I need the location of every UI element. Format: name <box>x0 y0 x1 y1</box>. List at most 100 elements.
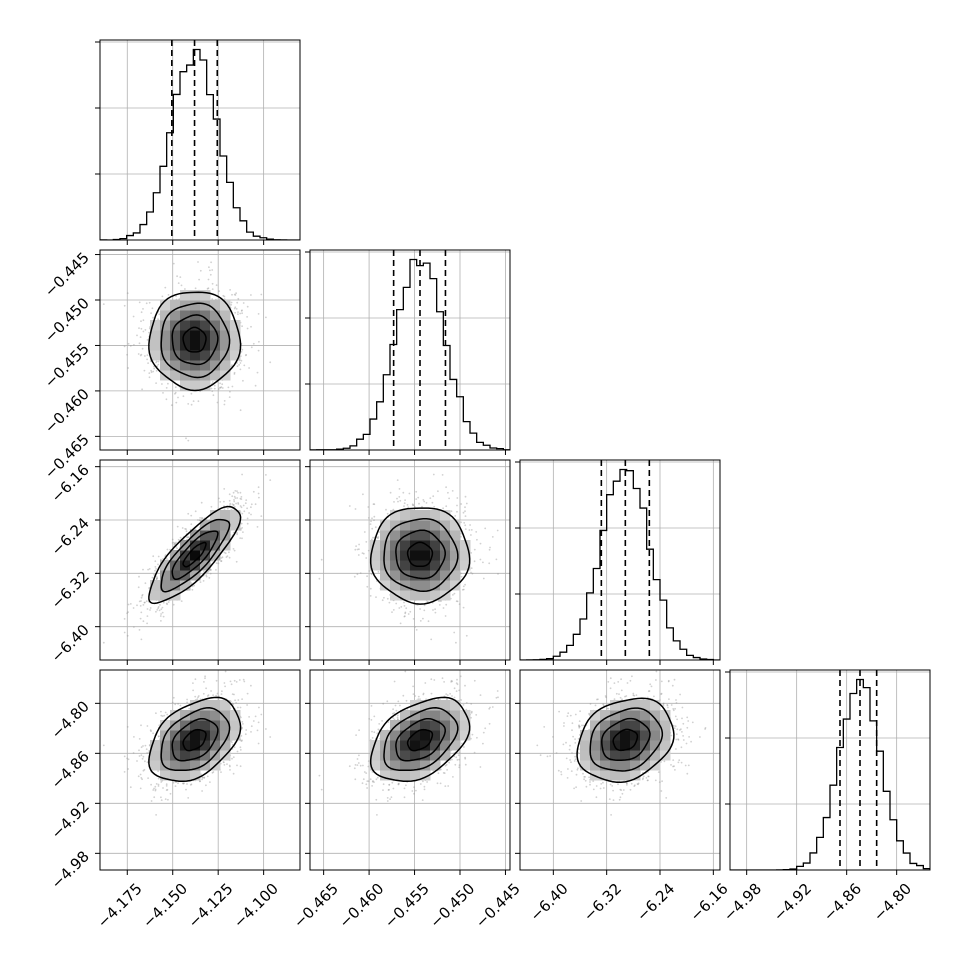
scatter-point <box>404 499 406 501</box>
scatter-point <box>144 601 146 604</box>
density-cell <box>220 510 231 521</box>
density-cell <box>420 520 431 531</box>
density-cell <box>440 510 451 521</box>
scatter-point <box>239 368 242 371</box>
scatter-point <box>102 303 105 305</box>
panel-0-0 <box>95 39 301 245</box>
density-cell <box>370 560 381 571</box>
scatter-point <box>192 689 195 692</box>
scatter-point <box>147 568 150 571</box>
contour-0 <box>182 541 207 568</box>
scatter-point <box>437 600 440 602</box>
scatter-point <box>161 383 163 385</box>
density-cell <box>200 310 211 321</box>
scatter-point <box>233 500 236 503</box>
scatter-point <box>354 548 357 551</box>
scatter-point <box>144 582 147 585</box>
scatter-point <box>210 505 213 508</box>
density-cell <box>150 330 161 341</box>
density-cell <box>190 380 201 391</box>
scatter-point <box>462 585 465 588</box>
scatter-point <box>126 726 129 728</box>
density-cell <box>180 540 191 551</box>
scatter-point <box>140 320 142 323</box>
scatter-point <box>417 496 420 499</box>
scatter-point <box>152 555 155 558</box>
scatter-point <box>127 342 130 345</box>
scatter-point <box>241 309 243 312</box>
scatter-point <box>388 601 391 604</box>
contour-0 <box>182 326 207 353</box>
scatter-point <box>430 638 433 641</box>
scatter-point <box>231 503 234 505</box>
scatter-point <box>250 325 252 328</box>
density-cell <box>180 360 191 371</box>
scatter-point <box>462 511 465 514</box>
contour-2 <box>383 518 459 593</box>
scatter-point <box>362 552 365 555</box>
scatter-point <box>257 492 260 495</box>
scatter-point <box>365 541 368 543</box>
scatter-point <box>413 506 416 508</box>
scatter-point <box>205 575 208 578</box>
scatter-point <box>172 541 175 544</box>
grid <box>100 40 300 240</box>
scatter-point <box>442 607 445 609</box>
scatter-point <box>389 491 392 494</box>
histogram-0 <box>100 48 300 240</box>
scatter-point <box>370 573 373 576</box>
scatter-point <box>248 367 251 369</box>
scatter-point <box>434 611 437 614</box>
scatter-point <box>370 520 372 523</box>
scatter-point <box>236 301 239 304</box>
scatter-point <box>215 284 218 287</box>
scatter-point <box>229 504 231 506</box>
panel-frame <box>99 249 301 451</box>
panel-frame <box>99 39 301 241</box>
scatter-point <box>456 600 459 603</box>
density-cell <box>450 570 461 581</box>
scatter-point <box>162 601 165 604</box>
scatter-point <box>228 499 231 502</box>
scatter-point <box>187 536 189 539</box>
scatter-point <box>269 361 272 364</box>
density-cell <box>400 550 411 561</box>
density-cell <box>220 340 231 351</box>
scatter-point <box>233 495 236 498</box>
panel-2-1 <box>305 459 511 665</box>
scatter-point <box>138 301 141 304</box>
scatter-point <box>426 601 429 603</box>
scatter-point <box>236 533 239 536</box>
density-cell <box>180 310 191 321</box>
density-cell <box>160 360 171 371</box>
scatter-point <box>146 615 149 617</box>
scatter-point <box>473 548 476 551</box>
scatter-point <box>204 677 206 680</box>
scatter-point <box>386 597 389 600</box>
density-cell <box>420 580 431 591</box>
scatter-point <box>460 503 463 505</box>
density-cell <box>190 320 201 331</box>
scatter-point <box>461 588 464 591</box>
scatter-point <box>153 573 156 576</box>
scatter-point <box>373 515 376 518</box>
scatter-point <box>187 403 190 405</box>
density-cell <box>230 350 241 361</box>
scatter-point <box>220 560 223 562</box>
scatter-point <box>236 365 239 368</box>
scatter-point <box>422 617 424 620</box>
scatter-point <box>396 479 399 481</box>
density-cell <box>210 550 221 561</box>
scatter-point <box>160 620 162 622</box>
contour-2 <box>160 302 231 379</box>
scatter-point <box>220 386 223 388</box>
scatter-point <box>396 497 398 500</box>
scatter-point <box>482 561 484 564</box>
scatter-point <box>232 504 235 506</box>
scatter-point <box>152 316 155 319</box>
scatter-point <box>415 629 418 631</box>
scatter-point <box>357 554 360 556</box>
scatter-point <box>140 600 142 602</box>
scatter-point <box>158 609 161 612</box>
scatter-point <box>190 403 193 406</box>
